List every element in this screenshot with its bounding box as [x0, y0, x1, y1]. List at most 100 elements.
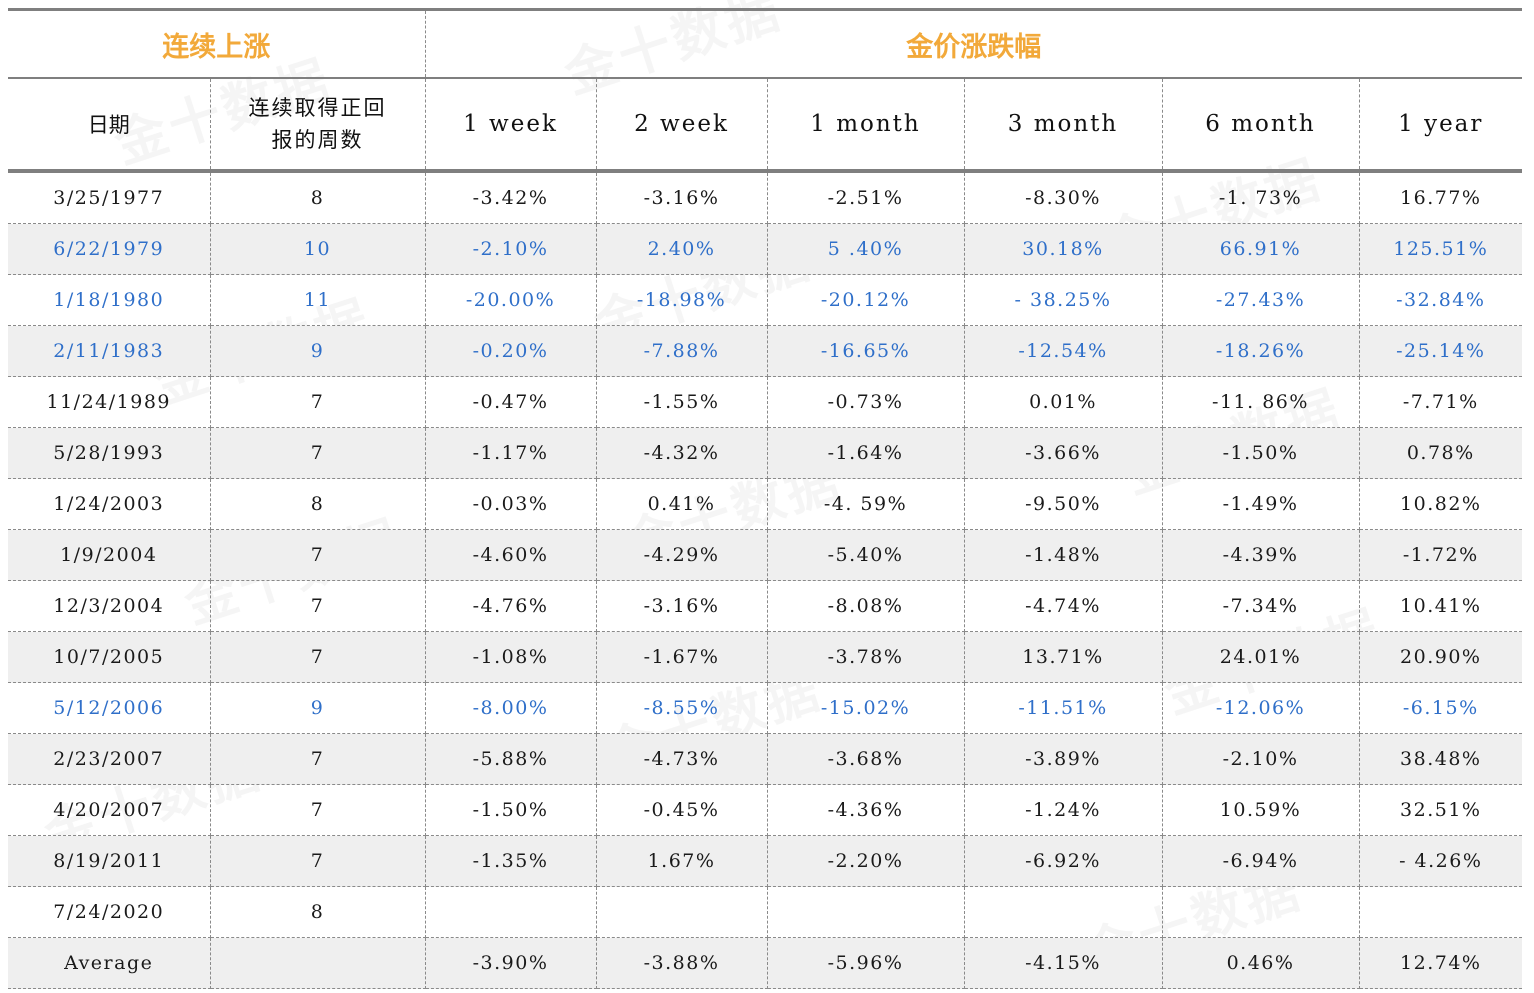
change-cell: -3.88%: [596, 937, 768, 989]
weeks-header-line1: 连续取得正回: [248, 96, 387, 120]
date-cell: 4/20/2007: [8, 784, 211, 836]
change-cell: -27.43%: [1162, 274, 1360, 326]
table-row: 5/28/1993 7 -1.17% -4.32% -1.64% -3.66% -1.50%…: [8, 427, 1523, 479]
weeks-cell: 7: [210, 784, 426, 836]
change-cell: -6.94%: [1162, 835, 1360, 887]
change-cell: -3.42%: [425, 171, 597, 224]
change-cell: -16.65%: [767, 325, 965, 377]
change-cell: 10.82%: [1359, 478, 1523, 530]
weeks-cell: 10: [210, 223, 426, 275]
change-cell: -3.89%: [964, 733, 1163, 785]
change-cell: -0.03%: [425, 478, 597, 530]
period-column-header: 1 year: [1359, 78, 1523, 173]
table-row: 12/3/2004 7 -4.76% -3.16% -8.08% -4.74% -7.34%…: [8, 580, 1523, 632]
change-cell: -8.30%: [964, 171, 1163, 224]
table-row: 1/24/2003 8 -0.03% 0.41% -4. 59% -9.50% -1.49%…: [8, 478, 1523, 530]
change-cell: -0.73%: [767, 376, 965, 428]
weeks-cell: 7: [210, 580, 426, 632]
column-header-row: 日期 连续取得正回 报的周数 1 week 2 week 1 month 3 m…: [8, 78, 1523, 173]
change-cell: -2.10%: [425, 223, 597, 275]
date-cell: 11/24/1989: [8, 376, 211, 428]
period-column-header: 6 month: [1162, 78, 1360, 173]
change-cell: 0.46%: [1162, 937, 1360, 989]
weeks-header-line2: 报的周数: [271, 128, 364, 152]
change-cell: -5.88%: [425, 733, 597, 785]
change-cell: -0.45%: [596, 784, 768, 836]
date-cell: 1/24/2003: [8, 478, 211, 530]
change-cell: -4. 59%: [767, 478, 965, 530]
date-cell: 8/19/2011: [8, 835, 211, 887]
change-cell: -3.78%: [767, 631, 965, 683]
change-cell: -2.20%: [767, 835, 965, 887]
change-cell: -4.39%: [1162, 529, 1360, 581]
change-cell: -18.26%: [1162, 325, 1360, 377]
change-cell: 125.51%: [1359, 223, 1523, 275]
date-cell: 2/11/1983: [8, 325, 211, 377]
change-cell: -1.17%: [425, 427, 597, 479]
change-cell: -4.60%: [425, 529, 597, 581]
table-row: Average -3.90% -3.88% -5.96% -4.15% 0.46% 12.7…: [8, 937, 1523, 989]
change-cell: [767, 886, 965, 938]
weeks-column-header: 连续取得正回 报的周数: [210, 78, 426, 173]
change-cell: -12.54%: [964, 325, 1163, 377]
change-cell: 0.41%: [596, 478, 768, 530]
weeks-cell: 11: [210, 274, 426, 326]
weeks-cell: 7: [210, 631, 426, 683]
change-cell: 1.67%: [596, 835, 768, 887]
change-cell: -8.55%: [596, 682, 768, 734]
table-row: 2/11/1983 9 -0.20% -7.88% -16.65% -12.54% -18.…: [8, 325, 1523, 377]
period-column-header: 3 month: [964, 78, 1163, 173]
change-cell: -4.76%: [425, 580, 597, 632]
table-row: 11/24/1989 7 -0.47% -1.55% -0.73% 0.01% -11. 8…: [8, 376, 1523, 428]
change-cell: 38.48%: [1359, 733, 1523, 785]
change-cell: -25.14%: [1359, 325, 1523, 377]
change-cell: -4.73%: [596, 733, 768, 785]
change-cell: -9.50%: [964, 478, 1163, 530]
change-cell: -12.06%: [1162, 682, 1360, 734]
gold-streak-table: 连续上涨 金价涨跌幅 日期 连续取得正回 报的周数 1 week 2 week …: [8, 8, 1523, 989]
change-cell: 16.77%: [1359, 171, 1523, 224]
change-cell: [1162, 886, 1360, 938]
weeks-cell: 7: [210, 376, 426, 428]
change-cell: -11.51%: [964, 682, 1163, 734]
change-cell: -15.02%: [767, 682, 965, 734]
change-cell: -4.74%: [964, 580, 1163, 632]
change-cell: -4.36%: [767, 784, 965, 836]
period-column-header: 1 week: [425, 78, 597, 173]
table-row: 1/18/1980 11 -20.00% -18.98% -20.12% - 38.25%…: [8, 274, 1523, 326]
change-cell: -1.48%: [964, 529, 1163, 581]
change-cell: -3.16%: [596, 580, 768, 632]
date-cell: 12/3/2004: [8, 580, 211, 632]
table-row: 8/19/2011 7 -1.35% 1.67% -2.20% -6.92% -6.94% -…: [8, 835, 1523, 887]
change-cell: 10.59%: [1162, 784, 1360, 836]
change-cell: -18.98%: [596, 274, 768, 326]
change-cell: -3.66%: [964, 427, 1163, 479]
period-column-header: 2 week: [596, 78, 768, 173]
change-cell: -20.12%: [767, 274, 965, 326]
streak-group-header: 连续上涨: [8, 9, 426, 79]
change-cell: 13.71%: [964, 631, 1163, 683]
date-cell: 6/22/1979: [8, 223, 211, 275]
change-cell: -8.08%: [767, 580, 965, 632]
change-cell: -4.32%: [596, 427, 768, 479]
change-cell: -1.67%: [596, 631, 768, 683]
table-row: 10/7/2005 7 -1.08% -1.67% -3.78% 13.71% 24.01%…: [8, 631, 1523, 683]
change-cell: [1359, 886, 1523, 938]
gold-change-group-header: 金价涨跌幅: [425, 9, 1523, 79]
change-cell: -20.00%: [425, 274, 597, 326]
table-row: 1/9/2004 7 -4.60% -4.29% -5.40% -1.48% -4.39% -…: [8, 529, 1523, 581]
date-cell: 5/12/2006: [8, 682, 211, 734]
change-cell: -8.00%: [425, 682, 597, 734]
change-cell: -5.96%: [767, 937, 965, 989]
date-cell: 3/25/1977: [8, 171, 211, 224]
change-cell: -3.90%: [425, 937, 597, 989]
date-cell: 2/23/2007: [8, 733, 211, 785]
change-cell: -2.51%: [767, 171, 965, 224]
change-cell: -0.47%: [425, 376, 597, 428]
weeks-cell: 8: [210, 886, 426, 938]
table-row: 2/23/2007 7 -5.88% -4.73% -3.68% -3.89% -2.10%…: [8, 733, 1523, 785]
change-cell: -5.40%: [767, 529, 965, 581]
change-cell: - 4.26%: [1359, 835, 1523, 887]
weeks-cell: 7: [210, 427, 426, 479]
change-cell: 5 .40%: [767, 223, 965, 275]
